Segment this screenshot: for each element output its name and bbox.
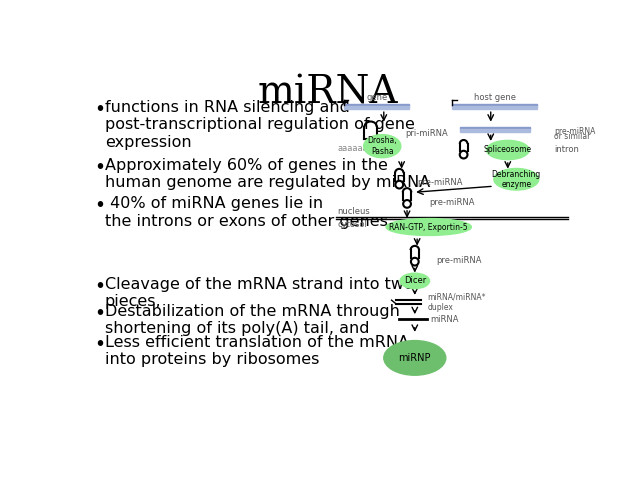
- Text: functions in RNA silencing and
post-transcriptional regulation of gene
expressio: functions in RNA silencing and post-tran…: [105, 100, 415, 150]
- Text: •: •: [94, 100, 105, 119]
- Text: •: •: [94, 335, 105, 354]
- Text: Less efficient translation of the mRNA
into proteins by ribosomes: Less efficient translation of the mRNA i…: [105, 335, 409, 367]
- Text: pre-miRNA: pre-miRNA: [429, 198, 474, 207]
- Bar: [344, 107, 410, 109]
- Text: miRNA: miRNA: [258, 74, 398, 111]
- Ellipse shape: [400, 273, 429, 288]
- Text: Dicer: Dicer: [404, 276, 426, 286]
- Text: miRNA: miRNA: [430, 315, 459, 324]
- Text: Approximately 60% of genes in the
human genome are regulated by miRNA: Approximately 60% of genes in the human …: [105, 158, 430, 190]
- Text: Cleavage of the mRNA strand into two
pieces,: Cleavage of the mRNA strand into two pie…: [105, 277, 413, 310]
- Text: gene: gene: [366, 93, 387, 102]
- Circle shape: [460, 151, 467, 158]
- Text: or similar: or similar: [554, 132, 591, 141]
- Text: aaaaaaa: aaaaaaa: [337, 144, 373, 153]
- Text: Drosha,
Pasha: Drosha, Pasha: [367, 136, 397, 156]
- Text: intron: intron: [554, 145, 579, 155]
- Circle shape: [396, 181, 403, 189]
- Text: Destabilization of the mRNA through
shortening of its poly(A) tail, and: Destabilization of the mRNA through shor…: [105, 304, 399, 336]
- Text: •: •: [94, 158, 105, 177]
- Text: 40% of miRNA genes lie in
the introns or exons of other genes: 40% of miRNA genes lie in the introns or…: [105, 196, 388, 228]
- Text: cytosol: cytosol: [337, 220, 367, 229]
- Text: pre-miRNA: pre-miRNA: [417, 178, 463, 187]
- Text: pre-miRNA: pre-miRNA: [554, 127, 596, 136]
- Text: pre-miRNA: pre-miRNA: [436, 256, 482, 264]
- Ellipse shape: [364, 134, 401, 158]
- Text: Debranching
enzyme: Debranching enzyme: [492, 169, 541, 189]
- Bar: [460, 129, 529, 132]
- Bar: [452, 104, 537, 107]
- Text: •: •: [94, 304, 105, 323]
- Ellipse shape: [494, 168, 539, 190]
- Text: nucleus: nucleus: [337, 207, 370, 216]
- Text: host gene: host gene: [474, 93, 516, 102]
- Text: •: •: [94, 277, 105, 296]
- Circle shape: [411, 258, 419, 265]
- Text: RAN-GTP, Exportin-5: RAN-GTP, Exportin-5: [389, 223, 468, 231]
- Circle shape: [403, 200, 411, 208]
- Text: Spliceosome: Spliceosome: [484, 145, 532, 155]
- Text: miRNP: miRNP: [399, 353, 431, 363]
- Text: pri-miRNA: pri-miRNA: [406, 129, 448, 138]
- Ellipse shape: [386, 218, 472, 236]
- Bar: [452, 107, 537, 109]
- Text: •: •: [94, 196, 105, 215]
- Ellipse shape: [384, 341, 446, 375]
- Text: miRNA/miRNA*
duplex: miRNA/miRNA* duplex: [428, 293, 486, 312]
- Ellipse shape: [486, 140, 529, 160]
- Bar: [460, 127, 529, 129]
- Bar: [344, 104, 410, 107]
